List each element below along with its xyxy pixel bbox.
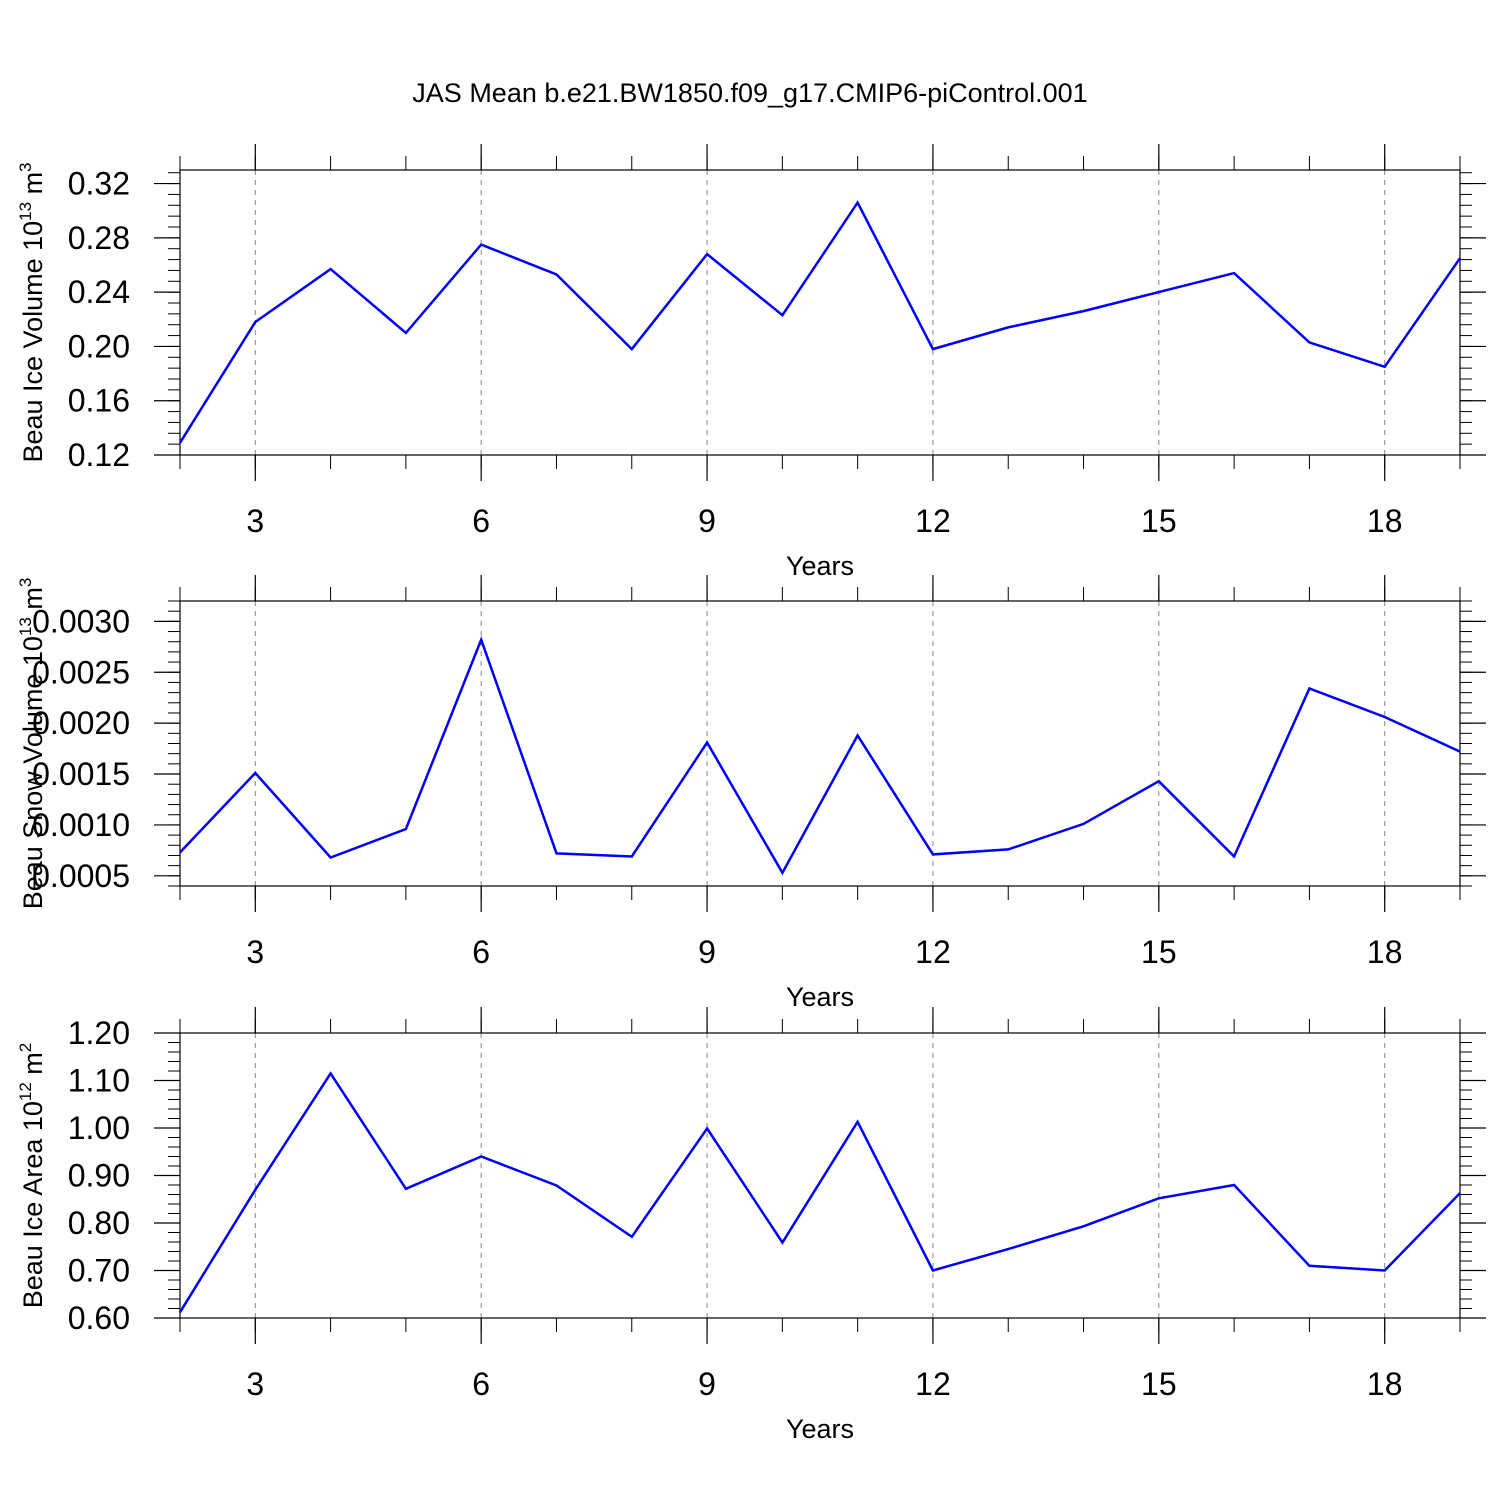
chart-panel-3: 3 6 9 12 15 18 0.60 0.70 0.80 0.90 1.00 1.10 1.20 Yea…	[16, 1007, 1486, 1444]
x-tick-label: 18	[1367, 503, 1403, 539]
y-label-exponent: 12	[16, 1082, 35, 1101]
y-tick-label: 0.12	[68, 437, 130, 473]
y-tick-label: 1.10	[68, 1063, 130, 1099]
y-label-exponent: 13	[16, 202, 35, 221]
y-tick-label: 1.00	[68, 1110, 130, 1146]
x-tick-label: 3	[246, 1366, 264, 1402]
series-line	[179, 636, 1461, 876]
series-line	[178, 1071, 1461, 1313]
x-tick-label: 6	[472, 1366, 490, 1402]
y-tick-label: 0.24	[68, 274, 130, 310]
chart-panel-1: 3 6 9 12 15 18 0.12 0.16 0.20 0.24 0.28 0.32 Years Be…	[16, 144, 1486, 581]
x-tick-label: 12	[915, 503, 951, 539]
series-line	[178, 200, 1462, 444]
x-tick-label: 15	[1141, 934, 1177, 970]
y-label-unit: m	[18, 587, 48, 617]
y-axis-label: Beau Ice Area 1012 m2	[16, 1043, 48, 1309]
y-label-unit: m	[18, 1052, 48, 1082]
x-tick-label: 9	[698, 503, 716, 539]
y-label-unit: m	[18, 172, 48, 202]
x-tick-label: 3	[246, 503, 264, 539]
y-label-main: Beau Ice Area 10	[18, 1101, 48, 1308]
y-tick-label: 0.0030	[32, 603, 130, 639]
y-tick-label: 0.0015	[32, 756, 130, 792]
x-tick-label: 15	[1141, 1366, 1177, 1402]
x-tick-label: 12	[915, 934, 951, 970]
x-tick-label: 12	[915, 1366, 951, 1402]
y-label-main: Beau Ice Volume 10	[18, 221, 48, 463]
y-tick-label: 0.70	[68, 1253, 130, 1289]
x-axis-label: Years	[786, 982, 854, 1012]
plot-frame	[179, 1032, 1461, 1319]
x-tick-label: 3	[246, 934, 264, 970]
x-axis-label: Years	[786, 551, 854, 581]
plot-frame	[179, 169, 1461, 456]
y-tick-label: 0.90	[68, 1158, 130, 1194]
y-tick-label: 0.60	[68, 1300, 130, 1336]
y-tick-label: 0.20	[68, 328, 130, 364]
y-tick-label: 0.32	[68, 166, 130, 202]
y-tick-label: 0.16	[68, 383, 130, 419]
figure-title: JAS Mean b.e21.BW1850.f09_g17.CMIP6-piCo…	[412, 78, 1088, 108]
y-tick-label: 0.0020	[32, 705, 130, 741]
x-tick-label: 15	[1141, 503, 1177, 539]
y-tick-label: 0.28	[68, 220, 130, 256]
y-label-unit-exponent: 3	[16, 578, 35, 587]
x-tick-label: 9	[698, 934, 716, 970]
y-label-unit-exponent: 2	[16, 1043, 35, 1052]
x-tick-label: 18	[1367, 934, 1403, 970]
x-tick-label: 6	[472, 503, 490, 539]
plot-frame	[179, 600, 1461, 887]
x-tick-label: 18	[1367, 1366, 1403, 1402]
y-axis-label: Beau Ice Volume 1013 m3	[16, 162, 48, 462]
y-tick-label: 0.80	[68, 1205, 130, 1241]
x-tick-label: 9	[698, 1366, 716, 1402]
x-axis-label: Years	[786, 1414, 854, 1444]
y-tick-label: 0.0025	[32, 654, 130, 690]
y-axis-label: Beau Snow Volume 1013 m3	[16, 578, 48, 910]
x-tick-label: 6	[472, 934, 490, 970]
y-label-main: Beau Snow Volume 10	[18, 636, 48, 909]
y-tick-label: 0.0010	[32, 807, 130, 843]
y-label-unit-exponent: 3	[16, 162, 35, 171]
y-label-exponent: 13	[16, 617, 35, 636]
y-tick-label: 1.20	[68, 1015, 130, 1051]
y-tick-label: 0.0005	[32, 858, 130, 894]
chart-panel-2: 3 6 9 12 15 18 0.0005 0.0010 0.0015 0.0020 0.0025 0…	[16, 575, 1486, 1012]
